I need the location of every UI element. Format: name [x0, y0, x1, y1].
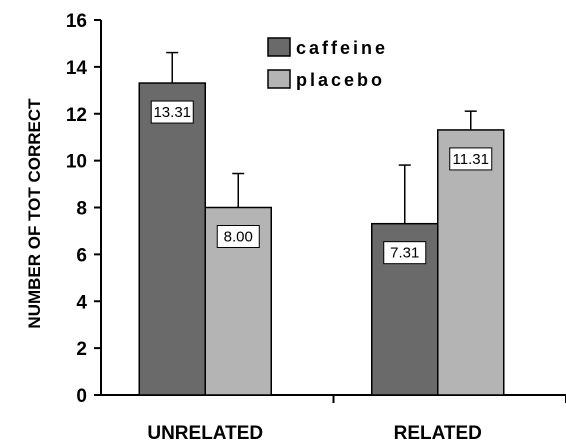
axes: 0 2 4 6 8 10 12 14 16 NUMBER OF TOT CORRECT — [25, 11, 566, 407]
legend-label-caffeine: caffeine — [296, 38, 388, 58]
data-label-box — [383, 241, 427, 265]
y-tick-label: 0 — [76, 386, 87, 407]
data-label: 8.00 — [224, 229, 253, 246]
y-tick-label: 14 — [66, 58, 88, 79]
y-tick-label: 12 — [66, 105, 87, 126]
x-category-label: UNRELATED — [147, 423, 263, 441]
data-label: 11.31 — [453, 151, 489, 168]
data-label-box — [216, 225, 260, 248]
data-label: 13.31 — [153, 104, 191, 121]
labels: 13.31 8.00 UNRELATED 7.31 11.31 RELATED — [147, 100, 493, 441]
legend-swatch-caffeine — [267, 37, 291, 57]
data-label: 7.31 — [390, 245, 419, 262]
y-tick-label: 6 — [76, 245, 87, 266]
y-axis-label: NUMBER OF TOT CORRECT — [25, 98, 44, 329]
data-label-box — [150, 100, 194, 124]
y-tick-label: 2 — [76, 339, 87, 360]
legend: caffeine placebo — [267, 37, 388, 90]
y-tick-label: 16 — [66, 11, 87, 32]
bar-caffeine-unrelated — [138, 82, 206, 396]
legend-label-placebo: placebo — [296, 70, 385, 90]
data-label-box — [449, 147, 493, 171]
bars — [138, 51, 505, 396]
x-category-label: RELATED — [394, 423, 482, 441]
y-tick-label: 10 — [66, 152, 87, 173]
y-tick-label: 4 — [76, 292, 87, 313]
bar-placebo-related — [437, 129, 505, 396]
legend-swatch-placebo — [267, 69, 291, 89]
y-tick-label: 8 — [76, 199, 87, 220]
